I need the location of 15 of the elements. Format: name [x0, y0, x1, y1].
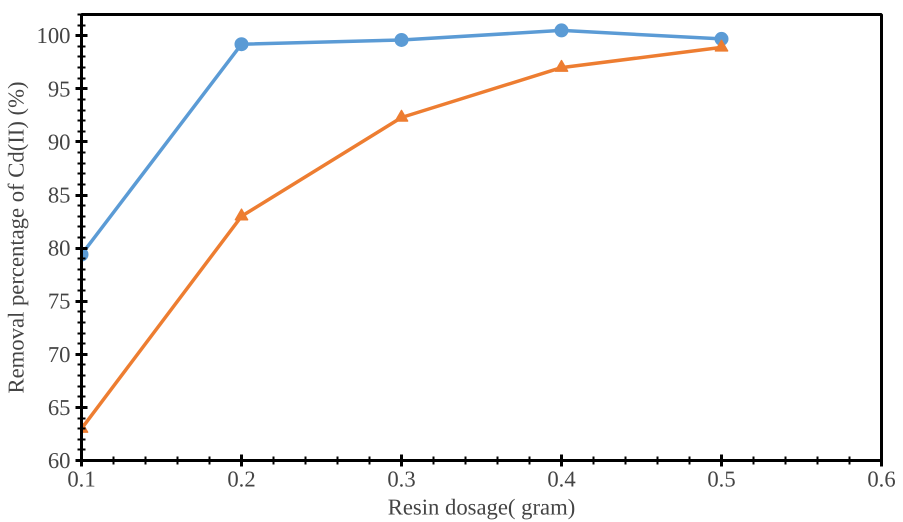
x-axis-title: Resin dosage( gram) [388, 494, 576, 520]
y-axis-title: Removal percentage of Cd(II) (%) [4, 81, 29, 394]
x-tick-label: 0.4 [547, 466, 576, 492]
y-tick-label: 95 [48, 76, 70, 102]
y-tick-label: 80 [48, 236, 70, 261]
y-tick-label: 90 [48, 129, 70, 154]
x-tick-label: 0.5 [707, 466, 736, 492]
y-tick-label: 65 [48, 394, 70, 420]
y-tick-label: 75 [48, 288, 70, 314]
y-tick-label: 85 [48, 182, 70, 208]
y-tick-label: 70 [48, 342, 70, 367]
x-tick-label: 0.3 [387, 466, 416, 492]
x-tick-label: 0.2 [227, 466, 256, 492]
x-tick-label: 0.6 [867, 466, 896, 492]
y-tick-label: 100 [36, 23, 70, 48]
